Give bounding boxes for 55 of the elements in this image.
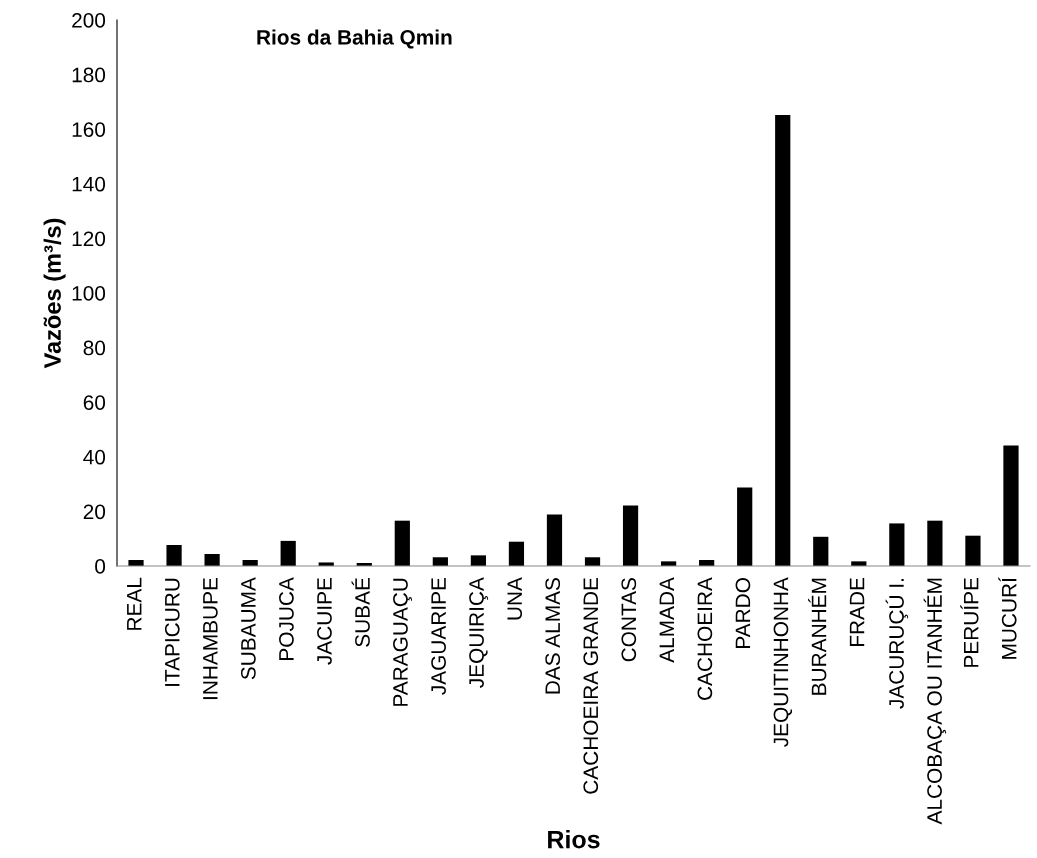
bar [280, 540, 296, 566]
y-tick-label: 160 [72, 122, 106, 137]
x-tick-label: CONTAS [621, 578, 637, 662]
y-tick-label: 140 [72, 176, 106, 192]
y-tick-label: 200 [72, 13, 106, 28]
x-tick-label: UNA [507, 577, 523, 620]
x-tick-label: REAL [127, 577, 142, 630]
x-tick-label: PARDO [735, 578, 751, 648]
x-tick-label: FRADE [849, 578, 865, 647]
x-tick-label: PARAGUAÇU [393, 578, 413, 706]
bar [546, 514, 563, 566]
x-axis-title: Rios [548, 830, 600, 849]
y-axis-title: Vazões (m³/s) [43, 218, 66, 369]
x-tick-label: SUBAÉ [351, 578, 370, 647]
x-tick-label: JEQUITINHONHA [773, 577, 793, 747]
x-tick-label: JAGUARIPE [431, 578, 446, 695]
y-tick-label: 80 [83, 340, 106, 356]
x-tick-label: PERUÍPE [960, 578, 979, 667]
x-tick-label: CACHOEIRA [697, 577, 713, 700]
bar [166, 544, 182, 566]
bar [622, 505, 639, 566]
x-tick-label: DAS ALMAS [545, 578, 561, 694]
x-tick-label: JACUIPE [317, 578, 332, 665]
x-tick-label: MUCURÍ [998, 577, 1017, 659]
bar [432, 557, 448, 566]
bar [1003, 445, 1019, 566]
y-tick-label: 40 [83, 449, 106, 465]
bar [889, 523, 905, 566]
bar [775, 115, 791, 566]
bar [470, 555, 486, 566]
y-tick-label: 20 [83, 504, 106, 520]
chart-title: Rios da Bahia Qmin [257, 29, 452, 49]
bar [394, 520, 410, 566]
x-tick-label: ITAPICURU [164, 578, 180, 686]
bar [737, 487, 753, 566]
bar [204, 553, 220, 566]
x-tick-label: POJUCA [279, 577, 294, 660]
y-tick-label: 120 [72, 231, 106, 247]
y-tick-label: 0 [95, 559, 106, 574]
x-tick-label: JACURUÇÚ I. [885, 579, 909, 709]
x-tick-label: CACHOEIRA GRANDE [583, 578, 599, 794]
x-tick-label: ALMADA [659, 577, 674, 663]
bar [927, 520, 943, 566]
bar [584, 557, 601, 566]
bar [813, 536, 829, 566]
x-tick-label: JEQUIRIÇA [469, 577, 489, 688]
bar [508, 541, 525, 566]
y-tick-label: 100 [72, 286, 106, 301]
bar [965, 535, 981, 566]
x-tick-label: SUBAUMA [240, 577, 256, 680]
y-tick-label: 60 [83, 395, 106, 410]
y-tick-label: 180 [72, 67, 106, 83]
x-tick-label: ALCOBAÇA OU ITANHÉM [923, 578, 947, 825]
x-tick-label: INHAMBUPE [203, 578, 218, 700]
x-tick-label: BURANHÉM [808, 578, 827, 695]
